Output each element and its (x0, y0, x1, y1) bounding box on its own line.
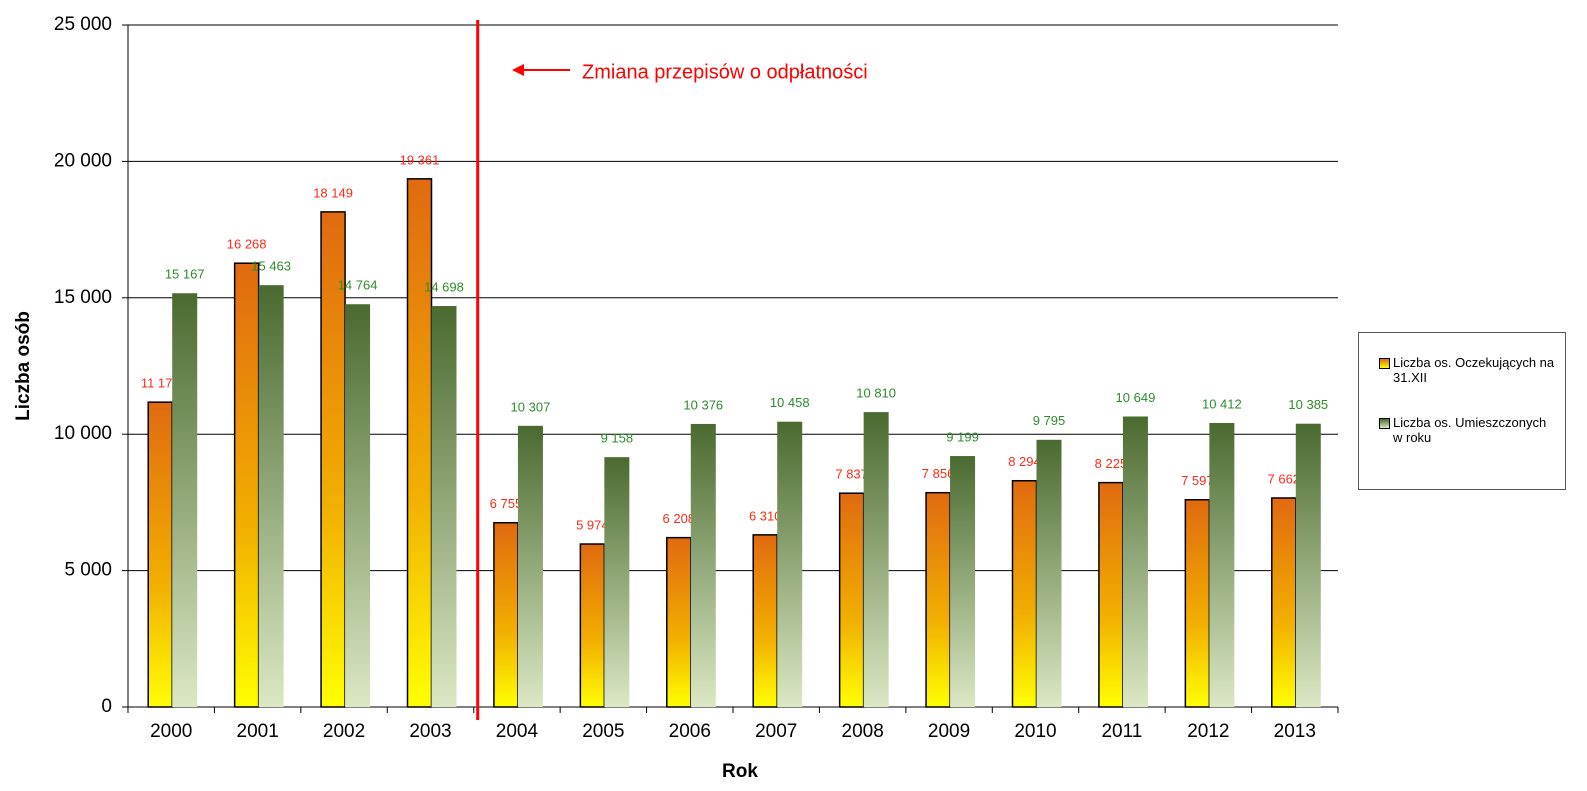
value-label: 7 597 (1181, 473, 1214, 488)
value-label: 9 158 (601, 431, 634, 446)
bar (345, 304, 371, 707)
bar (406, 178, 433, 708)
value-label: 6 208 (663, 511, 696, 526)
x-tick-label: 2008 (842, 721, 884, 742)
bar (777, 421, 803, 707)
value-label: 7 856 (922, 466, 955, 481)
x-tick-label: 2004 (496, 721, 539, 742)
x-tick-label: 2007 (755, 721, 797, 742)
bar (431, 306, 457, 707)
legend-item: Liczba os. Oczekujących na 31.XII (1379, 355, 1557, 385)
bar (172, 293, 198, 707)
bar (838, 492, 865, 708)
legend-item: Liczba os. Umieszczonych w roku (1379, 415, 1557, 445)
value-label: 14 764 (338, 278, 378, 293)
bar (690, 423, 716, 707)
bar (1122, 416, 1148, 707)
bar (320, 211, 346, 708)
legend-label: Liczba os. Umieszczonych w roku (1393, 415, 1547, 445)
x-tick-label: 2006 (669, 721, 711, 742)
value-label: 8 294 (1008, 454, 1041, 469)
bar (493, 521, 519, 708)
x-tick-label: 2010 (1014, 721, 1056, 742)
bar (1098, 481, 1124, 708)
bar (604, 457, 630, 707)
value-label: 5 974 (576, 517, 609, 532)
value-label: 10 412 (1202, 396, 1242, 411)
bar (1011, 479, 1038, 708)
bar (950, 456, 976, 707)
value-label: 6 755 (490, 496, 523, 511)
x-tick-label: 2011 (1101, 721, 1142, 742)
bar (1271, 497, 1297, 708)
x-tick-label: 2013 (1274, 721, 1316, 742)
legend-label: Liczba os. Oczekujących na 31.XII (1393, 355, 1555, 385)
value-label: 10 307 (511, 399, 551, 414)
x-tick-label: 2005 (582, 721, 624, 742)
value-label: 8 225 (1095, 456, 1128, 471)
x-tick-label: 2009 (928, 721, 970, 742)
legend: Liczba os. Oczekujących na 31.XII Liczba … (1358, 332, 1566, 490)
value-label: 10 649 (1116, 390, 1156, 405)
bar (1295, 423, 1321, 707)
bar (863, 412, 889, 707)
bar (1209, 422, 1235, 707)
value-label: 19 361 (400, 152, 440, 167)
value-label: 6 310 (749, 508, 782, 523)
bar (1036, 439, 1062, 707)
bar (258, 285, 284, 707)
y-tick-label: 0 (101, 696, 112, 717)
value-label: 7 662 (1268, 471, 1301, 486)
legend-swatch (1379, 418, 1390, 429)
bar (579, 543, 606, 708)
value-label: 18 149 (313, 185, 353, 200)
value-label: 7 837 (835, 467, 868, 482)
value-label: 14 698 (424, 279, 464, 294)
legend-swatch (1379, 358, 1390, 369)
value-label: 10 458 (770, 395, 810, 410)
y-tick-label: 5 000 (64, 560, 112, 581)
y-tick-label: 20 000 (54, 150, 112, 171)
value-label: 10 810 (856, 386, 896, 401)
bar (517, 425, 543, 707)
x-tick-label: 2012 (1187, 721, 1229, 742)
value-label: 10 385 (1288, 397, 1328, 412)
value-label: 15 463 (251, 259, 291, 274)
x-tick-label: 2003 (409, 721, 451, 742)
bar (925, 491, 951, 708)
bar (666, 536, 692, 708)
y-tick-label: 10 000 (54, 423, 112, 444)
bar (1184, 499, 1211, 708)
value-label: 16 268 (227, 237, 267, 252)
x-tick-label: 2002 (323, 721, 365, 742)
value-label: 11 175 (141, 376, 180, 391)
x-tick-label: 2000 (150, 721, 192, 742)
bar (233, 262, 260, 708)
value-label: 9 199 (946, 429, 979, 444)
value-label: 15 167 (165, 267, 205, 282)
annotation-arrowhead (512, 64, 524, 76)
annotation: Zmiana przepisów o odpłatności (582, 61, 868, 83)
value-label: 9 795 (1033, 413, 1066, 428)
y-axis-title: Liczba osób (13, 311, 34, 421)
x-tick-label: 2001 (237, 721, 279, 742)
x-axis-title: Rok (722, 761, 758, 782)
value-label: 10 376 (683, 397, 723, 412)
bar (752, 534, 778, 708)
y-tick-label: 25 000 (54, 14, 112, 35)
bar (147, 401, 173, 708)
y-tick-label: 15 000 (54, 287, 112, 308)
